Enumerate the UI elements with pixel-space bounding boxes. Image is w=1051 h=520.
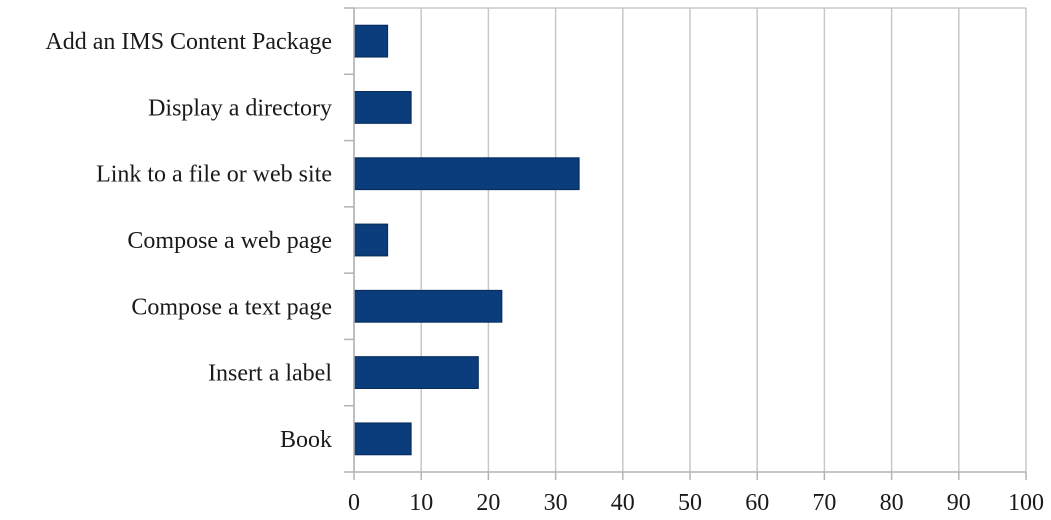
category-label: Insert a label xyxy=(208,361,332,387)
bar xyxy=(353,223,389,257)
bar xyxy=(353,24,389,58)
category-label: Compose a web page xyxy=(127,228,332,254)
axes xyxy=(344,7,1027,480)
x-tick-label: 50 xyxy=(678,490,702,516)
bar xyxy=(353,91,412,124)
x-tick-label: 40 xyxy=(611,490,635,516)
bars xyxy=(353,24,580,456)
x-tick-label: 100 xyxy=(1008,490,1044,516)
x-tick-label: 60 xyxy=(745,490,769,516)
category-label: Book xyxy=(280,427,332,453)
bar xyxy=(353,157,580,191)
x-tick-label: 10 xyxy=(409,490,433,516)
category-labels: Add an IMS Content Package Display a dire… xyxy=(45,29,332,453)
category-label: Add an IMS Content Package xyxy=(45,29,332,55)
bar xyxy=(353,356,479,389)
tick-labels: 0 10 20 30 40 50 60 70 80 90 100 xyxy=(348,490,1044,516)
category-label: Link to a file or web site xyxy=(96,162,332,188)
category-label: Compose a text page xyxy=(131,294,332,320)
x-tick-label: 20 xyxy=(476,490,500,516)
bar xyxy=(353,422,412,456)
x-tick-label: 80 xyxy=(880,490,904,516)
category-label: Display a directory xyxy=(148,95,332,121)
bar xyxy=(353,289,503,323)
x-tick-label: 70 xyxy=(812,490,836,516)
x-tick-label: 0 xyxy=(348,490,360,516)
x-tick-label: 90 xyxy=(947,490,971,516)
gridlines xyxy=(353,8,1027,472)
x-tick-label: 30 xyxy=(544,490,568,516)
